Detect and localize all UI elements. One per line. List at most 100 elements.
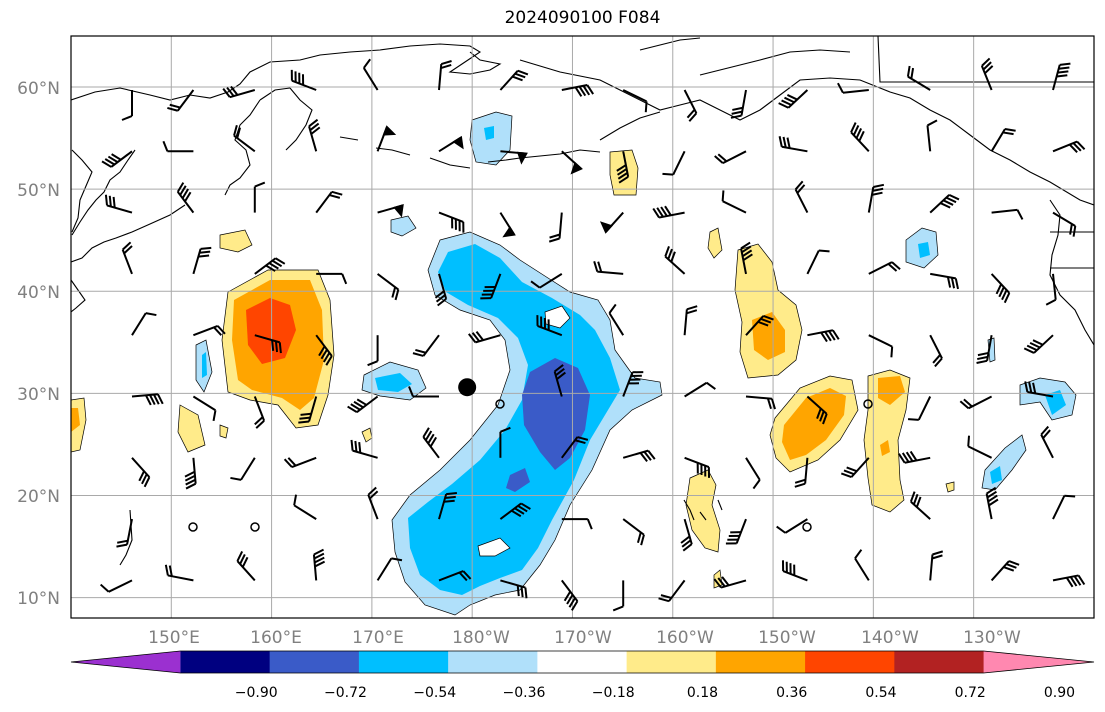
wind-barb: [776, 518, 808, 534]
wind-barb: [283, 456, 317, 469]
colorbar-segment: [805, 651, 895, 673]
wind-barb: [561, 579, 579, 611]
lon-label: 170°E: [352, 628, 404, 648]
wind-barb: [612, 580, 625, 612]
lon-label: 170°W: [554, 628, 612, 648]
wind-barb: [233, 124, 256, 153]
wind-barb: [867, 183, 885, 213]
wind-barb: [778, 136, 808, 153]
warm-anomaly-central: [734, 243, 803, 379]
wind-barb: [422, 427, 440, 459]
wind-barb: [121, 241, 133, 275]
wind-barb: [536, 315, 563, 337]
lat-label: 50°N: [17, 181, 60, 201]
wind-barb: [377, 204, 404, 218]
wind-barb: [376, 557, 403, 581]
wind-barb: [1052, 211, 1077, 237]
wind-barb: [530, 273, 563, 289]
wind-barb: [806, 395, 828, 425]
wind-barb: [438, 492, 457, 520]
kamchatka: [285, 87, 313, 151]
wind-barb: [192, 246, 212, 275]
colorbar-segment: [448, 651, 538, 673]
wind-barb: [745, 457, 761, 490]
wind-barb: [316, 272, 348, 285]
map-frame: [70, 35, 1095, 619]
colorbar-segment: [358, 651, 449, 673]
coastlines: [71, 36, 1094, 566]
wind-barb: [959, 395, 993, 410]
warm-anomaly-west-core: [246, 298, 296, 364]
lat-label: 10°N: [17, 589, 60, 609]
longitude-labels: 150°E 160°E 170°E 180°W 170°W 160°W 150°…: [148, 628, 1021, 648]
wind-barb: [868, 334, 894, 358]
wind-barb: [561, 150, 583, 175]
wind-barb: [561, 518, 593, 530]
wind-barb: [806, 249, 830, 275]
wind-barb: [929, 550, 944, 581]
wind-barb: [907, 396, 932, 421]
wind-barb: [561, 84, 594, 97]
lon-label: 150°E: [148, 628, 200, 648]
wind-barb: [980, 57, 994, 91]
colorbar-tick-label: −0.90: [235, 685, 278, 701]
wind-barb: [658, 579, 686, 603]
wind-barb: [553, 364, 566, 397]
wind-barb: [347, 395, 379, 414]
wind-barb: [778, 89, 809, 109]
wind-barb: [840, 457, 870, 479]
colorbar-segment: [894, 651, 985, 673]
wind-barb: [967, 435, 993, 459]
wind-barb: [230, 457, 256, 481]
wind-barb: [652, 205, 685, 219]
wind-barb: [1040, 425, 1054, 459]
wind-barb: [293, 494, 317, 520]
storm-position-marker: [458, 378, 477, 397]
wind-barb: [990, 560, 1020, 582]
colorbar-extend-max: [983, 651, 1094, 673]
colorbar-tick-label: −0.18: [592, 685, 635, 701]
wind-barb: [254, 334, 282, 354]
wind-barb: [468, 331, 501, 344]
wind-barb: [622, 518, 645, 546]
calm-circle: [495, 399, 505, 409]
wind-barb: [976, 335, 993, 364]
wind-barb: [99, 579, 133, 593]
wind-barb: [131, 393, 164, 406]
wind-barb: [990, 273, 1011, 304]
wind-barb: [500, 579, 528, 599]
wind-barb: [850, 122, 870, 152]
colorbar-tick-label: −0.36: [503, 685, 546, 701]
wind-barb: [926, 119, 938, 152]
wind-barb: [500, 150, 528, 165]
wind-barb: [854, 549, 870, 581]
wind-barb: [684, 381, 716, 398]
lon-label: 180°W: [452, 628, 510, 648]
alaska-coast: [519, 59, 1094, 206]
wind-barb: [362, 58, 379, 91]
wind-barb: [104, 194, 133, 214]
wind-barb: [929, 193, 960, 214]
lon-label: 150°W: [758, 628, 816, 648]
na-west-coast: [1049, 199, 1094, 346]
wind-barb: [315, 190, 343, 214]
wind-barb: [236, 550, 256, 582]
wind-barb: [480, 273, 502, 300]
wind-barb: [312, 548, 326, 581]
wind-barb: [1052, 574, 1086, 588]
wind-barb: [434, 273, 448, 307]
wind-barb: [167, 89, 195, 112]
wind-barb: [367, 486, 379, 520]
wind-barb: [593, 261, 624, 275]
colorbar-segment: [715, 651, 806, 673]
calm-circle: [188, 522, 198, 532]
wind-barb: [176, 182, 195, 214]
colorbar-outline: [70, 650, 1095, 674]
wind-barb: [438, 570, 472, 582]
wind-barb: [254, 257, 286, 275]
colorbar-labels: −0.90 −0.72 −0.54 −0.36 −0.18 0.18 0.36 …: [235, 685, 1075, 701]
wind-barb: [499, 426, 511, 458]
wind-barb: [499, 502, 531, 520]
wind-barb: [222, 85, 256, 99]
wind-barb: [367, 335, 379, 367]
